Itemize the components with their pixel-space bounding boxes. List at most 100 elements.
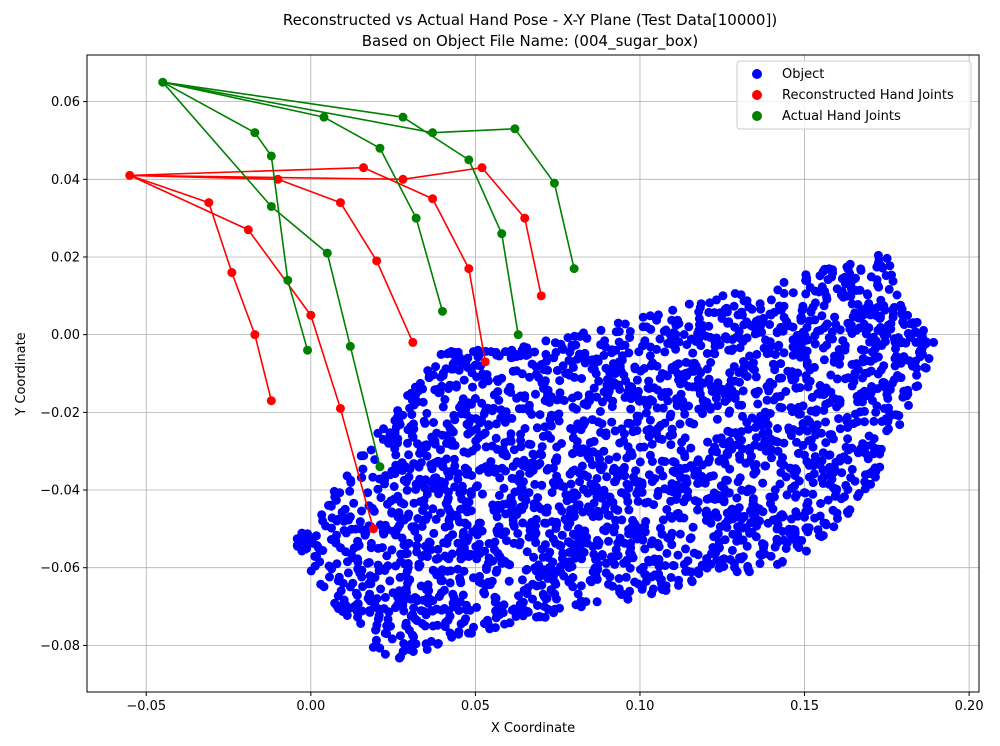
object-point bbox=[639, 364, 649, 373]
object-point bbox=[382, 621, 392, 631]
object-point bbox=[605, 368, 615, 378]
object-point bbox=[484, 553, 494, 563]
object-point bbox=[680, 452, 690, 462]
object-point bbox=[863, 290, 873, 300]
object-point bbox=[763, 420, 773, 430]
reconstructed-bone bbox=[129, 174, 210, 204]
object-point bbox=[440, 395, 450, 404]
object-point bbox=[411, 639, 421, 649]
object-point bbox=[568, 433, 578, 443]
object-point bbox=[500, 417, 510, 427]
legend-label-actual: Actual Hand Joints bbox=[782, 109, 901, 124]
actual-joint bbox=[411, 213, 421, 223]
object-point bbox=[463, 429, 473, 439]
object-point bbox=[535, 448, 545, 458]
object-point bbox=[843, 455, 853, 465]
object-point bbox=[380, 649, 390, 659]
object-point bbox=[638, 312, 648, 322]
object-point bbox=[743, 424, 753, 434]
object-point bbox=[567, 342, 577, 352]
object-point bbox=[648, 584, 658, 594]
object-point bbox=[911, 337, 921, 347]
plot-frame bbox=[86, 54, 980, 693]
object-point bbox=[532, 581, 542, 591]
object-point bbox=[531, 389, 540, 399]
object-point bbox=[867, 382, 877, 391]
object-point bbox=[483, 376, 493, 386]
object-point bbox=[582, 400, 592, 410]
object-point bbox=[644, 384, 654, 393]
object-point bbox=[851, 273, 860, 283]
object-point bbox=[688, 522, 698, 532]
object-point bbox=[793, 535, 803, 545]
object-point bbox=[477, 464, 487, 473]
object-point bbox=[341, 547, 351, 557]
object-point bbox=[495, 473, 505, 483]
object-point bbox=[659, 326, 669, 336]
object-point bbox=[675, 396, 684, 406]
object-point bbox=[450, 482, 460, 492]
object-point bbox=[793, 449, 803, 458]
object-point bbox=[541, 349, 551, 359]
object-point bbox=[566, 479, 576, 489]
object-point bbox=[667, 315, 677, 325]
object-point bbox=[671, 344, 681, 354]
object-point bbox=[873, 258, 883, 268]
object-point bbox=[712, 414, 722, 424]
object-point bbox=[336, 586, 346, 596]
object-point bbox=[541, 336, 551, 346]
object-point bbox=[529, 552, 539, 562]
object-point bbox=[860, 484, 870, 494]
object-point bbox=[735, 454, 745, 464]
object-point bbox=[644, 432, 654, 442]
reconstructed-bone bbox=[468, 268, 487, 362]
object-point bbox=[353, 554, 363, 564]
object-point bbox=[556, 394, 566, 404]
object-point bbox=[507, 498, 517, 508]
object-point bbox=[747, 451, 756, 461]
reconstructed-joint bbox=[125, 170, 135, 180]
object-point bbox=[640, 336, 650, 346]
object-point bbox=[621, 558, 631, 568]
object-point bbox=[674, 337, 684, 347]
object-point bbox=[810, 298, 820, 308]
object-point bbox=[642, 322, 652, 332]
object-point bbox=[442, 349, 452, 359]
object-point bbox=[668, 457, 678, 467]
actual-bone bbox=[162, 81, 256, 134]
object-point bbox=[805, 472, 814, 482]
object-point bbox=[857, 345, 866, 355]
object-point bbox=[772, 392, 782, 402]
object-point bbox=[525, 372, 534, 382]
object-point bbox=[445, 578, 455, 588]
object-point bbox=[349, 498, 359, 508]
object-point bbox=[445, 380, 455, 390]
reconstructed-joint bbox=[398, 174, 408, 184]
object-point bbox=[815, 460, 824, 470]
object-point bbox=[573, 589, 583, 599]
object-point bbox=[601, 500, 611, 510]
object-point bbox=[363, 488, 373, 498]
object-point bbox=[302, 543, 312, 553]
object-point bbox=[552, 520, 562, 530]
object-point bbox=[351, 524, 361, 534]
object-point bbox=[790, 481, 799, 491]
object-point bbox=[394, 586, 404, 596]
object-point bbox=[788, 525, 798, 534]
object-point bbox=[624, 483, 634, 493]
object-point bbox=[778, 512, 788, 521]
actual-bone bbox=[514, 128, 556, 184]
object-point bbox=[764, 386, 774, 396]
object-point bbox=[552, 471, 562, 481]
legend-marker-reconstructed bbox=[752, 90, 762, 100]
object-point bbox=[530, 563, 540, 573]
actual-bone bbox=[254, 132, 272, 157]
object-point bbox=[666, 573, 676, 582]
object-point bbox=[466, 413, 476, 423]
object-point bbox=[819, 323, 829, 333]
object-point bbox=[668, 332, 678, 341]
y-tick-label: −0.06 bbox=[40, 561, 80, 576]
object-point bbox=[694, 384, 704, 394]
object-point bbox=[594, 376, 604, 386]
